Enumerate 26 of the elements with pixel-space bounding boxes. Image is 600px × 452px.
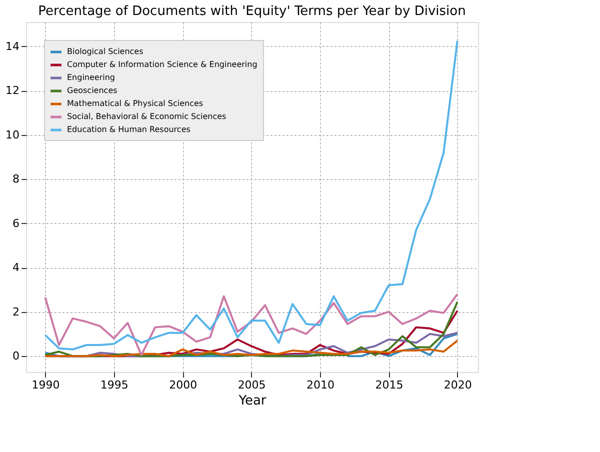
legend-label: Education & Human Resources [67, 125, 190, 134]
x-tick-label: 2005 [238, 378, 266, 392]
legend-label: Social, Behavioral & Economic Sciences [67, 112, 226, 121]
y-tick-label: 12 [6, 84, 20, 98]
x-tick-label: 2000 [169, 378, 198, 392]
legend-label: Engineering [67, 73, 115, 82]
y-tick-label: 2 [12, 305, 20, 318]
x-axis-title: Year [238, 394, 267, 408]
y-tick-label: 6 [12, 216, 20, 230]
line-series [44, 40, 458, 350]
x-tick-label: 2010 [306, 378, 335, 392]
x-tick-label: 1995 [100, 378, 128, 392]
y-tick-label: 0 [12, 350, 20, 363]
y-tick-label: 8 [12, 172, 20, 186]
y-tick-label: 10 [6, 128, 20, 142]
chart-title: Percentage of Documents with 'Equity' Terms per Year by Division [38, 4, 466, 19]
y-tick-label: 14 [6, 40, 20, 53]
x-tick-label: 1990 [32, 378, 60, 392]
x-tick-label: 2015 [375, 378, 404, 392]
legend-label: Biological Sciences [67, 47, 144, 56]
legend-label: Computer & Information Science & Engineering [67, 60, 258, 69]
legend-label: Mathematical & Physical Sciences [67, 99, 204, 108]
legend-label: Geosciences [67, 86, 118, 95]
line-series [44, 340, 458, 358]
x-tick-label: 2020 [444, 378, 472, 392]
y-tick-label: 4 [12, 261, 20, 274]
